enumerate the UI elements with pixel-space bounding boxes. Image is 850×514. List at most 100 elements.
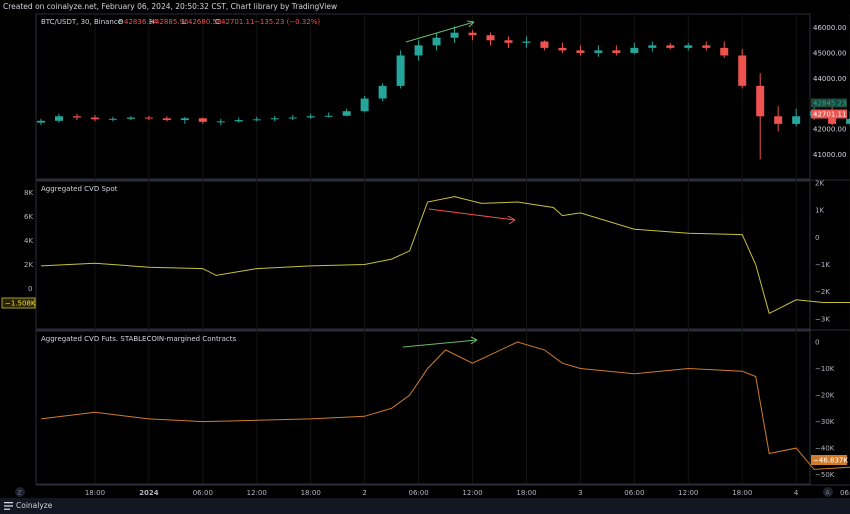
candle-body <box>684 45 693 48</box>
spot-left-axis: 8K 6K 4K 2K 0 <box>24 189 33 293</box>
candle-body <box>252 119 261 121</box>
candle-body <box>720 47 729 56</box>
spot-axis-tick: −3K <box>815 315 830 323</box>
legend-symbol: BTC/USDT, 30, Binance <box>41 18 122 26</box>
time-axis[interactable]: 18:00 2024 06:00 12:00 18:00 2 06:00 12:00 18:00… <box>85 489 850 497</box>
candle-body <box>324 115 333 117</box>
price-axis-tick: 42000.00 <box>813 125 846 133</box>
chart-canvas[interactable]: BTC/USDT, 30, Binance O 42836.34 H 42885… <box>0 0 850 500</box>
time-tick-label: 18:00 <box>516 489 536 497</box>
candle-body <box>126 117 135 119</box>
candle-body <box>108 118 117 120</box>
time-tick-label: 12:00 <box>462 489 482 497</box>
legend-open: 42836.34 <box>124 18 158 26</box>
time-tick-label: 4 <box>794 489 799 497</box>
futs-arrow-line <box>402 339 478 348</box>
candle-body <box>90 117 99 120</box>
spot-axis-tick: −1K <box>815 261 830 269</box>
candle-body <box>180 118 189 121</box>
menu-icon[interactable] <box>4 502 13 510</box>
spot-axis-tick: 1K <box>815 207 824 215</box>
candle-body <box>450 32 459 38</box>
candle-body <box>558 47 567 51</box>
candle-body <box>576 50 585 53</box>
candle-body <box>144 117 153 119</box>
spot-arrow-line <box>428 208 516 221</box>
spot-pane-title: Aggregated CVD Spot <box>41 185 118 193</box>
legend-change: −135.23 (−0.32%) <box>254 18 320 26</box>
candle-body <box>234 120 243 122</box>
created-caption: Created on coinalyze.net, February 06, 2… <box>3 2 338 11</box>
candle-body <box>54 116 63 121</box>
futs-axis-tick: −50K <box>815 471 835 479</box>
candle-body <box>468 32 477 36</box>
chart-background <box>0 14 850 498</box>
legend-low: 42680.58 <box>188 18 221 26</box>
spot-left-tick-4k: 4K <box>24 237 33 245</box>
legend-c-label: C <box>215 18 220 26</box>
price-last-labels: 42845.23 42701.11 <box>811 98 847 119</box>
futs-last-tag <box>811 455 847 465</box>
futs-right-axis[interactable]: 0 −10K −20K −30K −40K −50K <box>815 338 835 479</box>
candle-body <box>504 40 513 43</box>
futs-axis-tick: −10K <box>815 365 835 373</box>
candle-body <box>702 45 711 48</box>
candle-body <box>738 55 747 86</box>
candle-body <box>612 50 621 53</box>
candle-body <box>846 118 850 124</box>
spot-axis-tick: 2K <box>815 180 824 188</box>
candle-body <box>306 116 315 118</box>
candle-body <box>288 117 297 119</box>
time-tick-label: 2 <box>362 489 366 497</box>
candle-body <box>648 45 657 48</box>
candle-body <box>774 116 783 124</box>
candle-body <box>666 45 675 48</box>
candle-body <box>342 111 351 116</box>
price-green-arrow <box>405 20 475 43</box>
legend-h-label: H <box>149 18 154 26</box>
price-legend: BTC/USDT, 30, Binance O 42836.34 H 42885… <box>41 18 320 26</box>
spot-axis-tick: −2K <box>815 288 830 296</box>
last-price-tag-1 <box>811 98 847 108</box>
futs-pane-title: Aggregated CVD Futs. STABLECOIN-margined… <box>41 335 236 343</box>
futs-pane-frame <box>35 330 811 485</box>
futs-axis-tick: −40K <box>815 445 835 453</box>
time-tick-label: 06:00 <box>624 489 644 497</box>
time-tick-label: 06:00 <box>193 489 213 497</box>
price-axis-tick: 44000.00 <box>813 75 846 83</box>
candle-body <box>594 50 603 53</box>
spot-red-arrow <box>428 208 516 225</box>
time-left-button-label: Z <box>18 490 22 497</box>
spot-last-tag <box>1 297 36 309</box>
spot-right-axis[interactable]: 2K 1K 0 −1K −2K −3K <box>815 180 830 324</box>
futs-green-arrow <box>402 336 478 348</box>
price-arrow-line <box>405 21 475 43</box>
candle-body <box>414 45 423 56</box>
price-axis-tick: 45000.00 <box>813 49 846 57</box>
legend-o-label: O <box>118 18 124 26</box>
price-axis-tick: 41000.00 <box>813 151 846 159</box>
vertical-gridlines <box>94 14 850 484</box>
futs-last-label: −46.837K <box>811 455 848 465</box>
candle-body <box>540 41 549 48</box>
spot-left-tick-8k: 8K <box>24 189 33 197</box>
time-left-button[interactable] <box>15 487 25 497</box>
time-tick-label: 2024 <box>139 489 159 497</box>
legend-l-label: L <box>182 18 186 26</box>
candle-body <box>37 120 45 123</box>
time-tick-label: 12:00 <box>247 489 267 497</box>
candle-body <box>72 116 81 118</box>
time-tick-label: 3 <box>578 489 582 497</box>
price-pane-frame <box>35 13 811 180</box>
time-tick-label: 18:00 <box>301 489 321 497</box>
auto-scale-button[interactable] <box>823 487 833 497</box>
candle-body <box>756 85 765 117</box>
spot-cvd-series-line <box>40 196 850 315</box>
last-price-value-2: 42701.11 <box>813 111 846 119</box>
candle-body <box>792 116 801 124</box>
time-axis-buttons[interactable]: Z A <box>15 487 833 497</box>
candle-body <box>522 41 531 43</box>
time-tick-label: 18:00 <box>85 489 105 497</box>
time-tick-label: 12:00 <box>678 489 698 497</box>
futs-axis-tick: 0 <box>815 338 819 346</box>
